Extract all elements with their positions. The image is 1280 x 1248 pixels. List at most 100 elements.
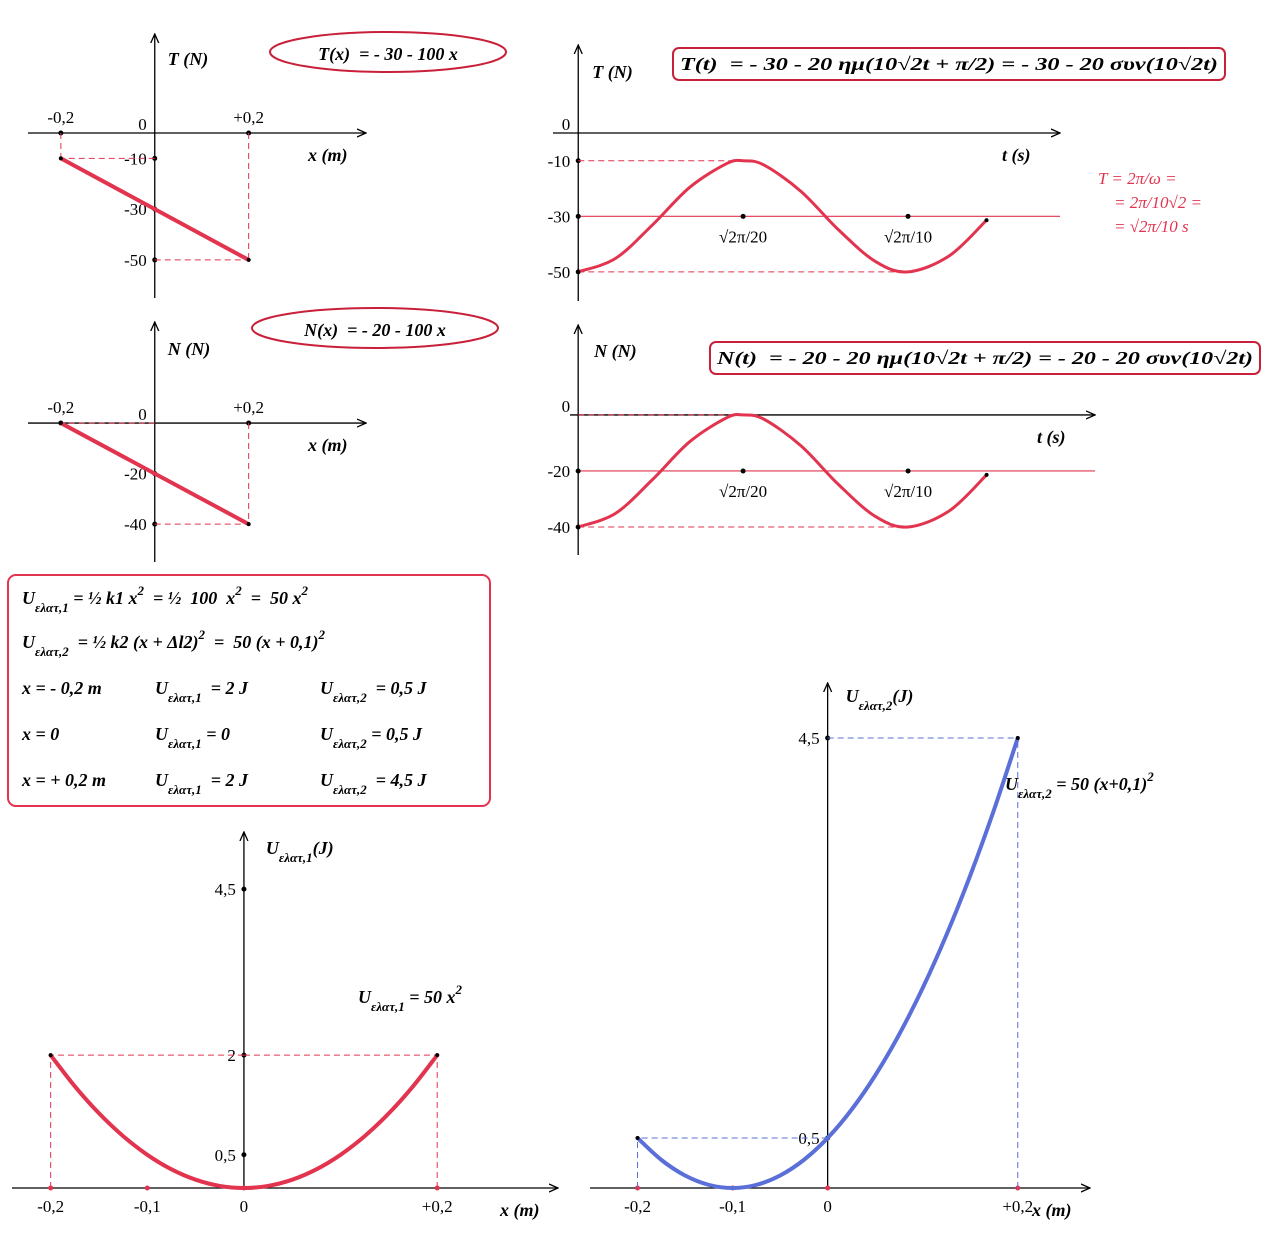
x-tick <box>144 1185 150 1191</box>
x-tick-label: √2π/20 <box>719 482 767 501</box>
title-frame <box>672 47 1226 81</box>
y-tick-label: 0 <box>562 397 571 416</box>
formula-text: Uελατ,2 = ½ k2 (x + Δl2)2 = 50 (x + 0,1)… <box>22 627 326 659</box>
script-text: ελατ,2 <box>333 736 367 751</box>
text-part: U <box>155 678 169 698</box>
end-point <box>1015 736 1020 740</box>
y-tick-label: -20 <box>124 465 147 484</box>
text-part: T (N) <box>592 62 632 83</box>
script-text: ελατ,1 <box>35 600 69 615</box>
y-axis-label: N (N) <box>593 341 637 362</box>
x-tick-label: √2π/10 <box>884 227 932 246</box>
script-text: 2 <box>318 627 326 642</box>
y-axis-label: N (N) <box>167 339 211 360</box>
x-axis-label: x (m) <box>1031 1200 1072 1221</box>
text-part: (J) <box>313 838 334 859</box>
end-point <box>984 472 989 477</box>
script-text: ελατ,1 <box>371 999 405 1014</box>
note-line: T = 2π/ω = <box>1098 169 1177 188</box>
x-tick-label: +0,2 <box>233 108 264 127</box>
x-tick-label: -0,2 <box>37 1197 64 1216</box>
y-tick-label: 0 <box>562 115 571 134</box>
y-tick <box>241 886 247 892</box>
x-tick-label: -0,1 <box>134 1197 161 1216</box>
curve <box>48 1053 440 1191</box>
script-text: 2 <box>136 583 144 598</box>
x-tick-label: -0,1 <box>719 1197 746 1216</box>
text-part: = ½ 100 x <box>144 588 235 608</box>
text-part: = 50 (x + 0,1) <box>205 632 319 653</box>
text-part: x = - 0,2 m <box>21 678 102 698</box>
text-part: = 4,5 J <box>367 770 428 790</box>
chart-title: N(t) = - 20 - 20 ημ(10√2t + π/2) = - 20 … <box>716 348 1253 369</box>
text-part: = 0 <box>202 724 230 744</box>
text-part: = 50 x <box>242 588 302 608</box>
y-tick-label: 0 <box>138 115 147 134</box>
curve <box>635 736 1020 1191</box>
x-tick-label: 0 <box>240 1197 249 1216</box>
text-part: = 2 J <box>202 678 249 698</box>
y-axis-label: T (N) <box>592 62 632 83</box>
script-text: ελατ,2 <box>1018 786 1052 801</box>
curve <box>576 413 989 529</box>
chart-title: T(x) = - 30 - 100 x <box>318 44 458 65</box>
end-point <box>246 522 251 527</box>
script-text: 2 <box>300 583 308 598</box>
text-part: U <box>22 632 36 652</box>
chart-title: T(t) = - 30 - 20 ημ(10√2t + π/2) = - 30 … <box>680 54 1218 75</box>
formula-text: x = - 0,2 m <box>21 678 102 698</box>
formula-text: Uελατ,1 = 2 J <box>155 678 249 705</box>
script-text: ελατ,1 <box>168 736 202 751</box>
curve-annotation: Uελατ,2 = 50 (x+0,1)2 <box>1005 769 1154 801</box>
y-tick-label: -10 <box>548 152 571 171</box>
end-point <box>435 1053 440 1058</box>
script-text: 2 <box>1146 769 1154 784</box>
script-text: 2 <box>198 627 206 642</box>
x-tick <box>905 213 911 219</box>
script-text: ελατ,1 <box>168 782 202 797</box>
formula-text: x = 0 <box>21 724 59 744</box>
title-frame <box>709 341 1261 375</box>
y-tick <box>241 1152 247 1158</box>
text-part: = 50 (x+0,1) <box>1052 774 1148 795</box>
chart-title: N(x) = - 20 - 100 x <box>303 320 446 341</box>
formula-frame <box>7 574 491 807</box>
end-point <box>246 257 251 262</box>
x-tick <box>825 1185 831 1191</box>
y-axis-label: Uελατ,1(J) <box>266 838 334 865</box>
x-tick-label: -0,2 <box>47 108 74 127</box>
note-line: = 2π/10√2 = <box>1114 193 1202 212</box>
script-text: ελατ,1 <box>168 690 202 705</box>
end-point <box>635 1136 640 1140</box>
end-point <box>58 421 63 426</box>
x-tick <box>905 468 911 474</box>
end-point <box>576 269 581 274</box>
text-part: = 0,5 J <box>367 678 428 698</box>
y-axis-label: Uελατ,2(J) <box>846 686 914 713</box>
text-part: U <box>320 770 334 790</box>
curve <box>58 156 251 262</box>
text-part: U <box>320 678 334 698</box>
x-axis-label: t (s) <box>1037 427 1066 448</box>
text-part: T (N) <box>168 49 208 70</box>
text-part: = 0,5 J <box>367 724 423 744</box>
curve <box>576 158 989 274</box>
formula-text: Uελατ,1 = ½ k1 x2 = ½ 100 x2 = 50 x2 <box>22 583 308 615</box>
text-part: N (N) <box>593 341 637 362</box>
text-part: (J) <box>892 686 913 707</box>
y-axis-label: T (N) <box>168 49 208 70</box>
x-tick-label: 0 <box>823 1197 832 1216</box>
text-part: = 2 J <box>202 770 249 790</box>
y-tick <box>575 468 581 474</box>
title-frame <box>251 307 499 349</box>
script-text: 2 <box>454 982 462 997</box>
y-tick-label: 4,5 <box>215 880 236 899</box>
text-part: U <box>22 588 36 608</box>
script-text: ελατ,2 <box>333 690 367 705</box>
script-text: 2 <box>234 583 242 598</box>
formula-text: Uελατ,2 = 4,5 J <box>320 770 427 797</box>
y-tick-label: -10 <box>124 149 147 168</box>
x-tick-label: -0,2 <box>624 1197 651 1216</box>
x-axis-label: x (m) <box>499 1200 540 1221</box>
